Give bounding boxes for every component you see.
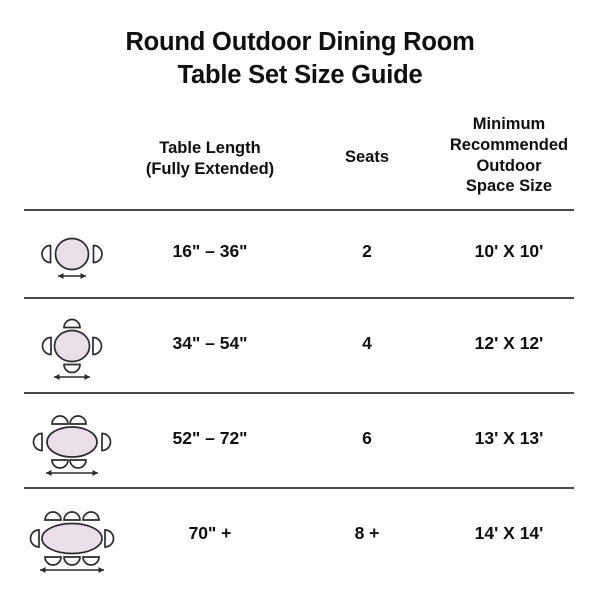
cell-seats: 2 <box>362 241 372 261</box>
column-header-space-size: Minimum Recommended Outdoor Space Size <box>424 114 594 197</box>
oval-table-6-seats-icon <box>24 404 120 482</box>
cell-space-size: 10' X 10' <box>474 241 544 261</box>
column-header-seats: Seats <box>300 147 434 168</box>
row-divider-3 <box>24 487 574 489</box>
cell-seats: 4 <box>362 333 372 353</box>
page-title-line-1: Round Outdoor Dining Room <box>125 28 475 56</box>
row-divider-top <box>24 209 574 211</box>
page-title-line-2: Table Set Size Guide <box>177 60 423 89</box>
cell-space-size: 13' X 13' <box>474 428 544 448</box>
cell-table-length: 16" – 36" <box>172 241 248 261</box>
table-row: 16" – 36" 2 10' X 10' <box>24 211 576 297</box>
column-header-seats-label: Seats <box>344 148 390 166</box>
cell-space-size: 12' X 12' <box>474 333 544 353</box>
cell-table-length: 52" – 72" <box>172 428 248 448</box>
column-header-space-line-1: Minimum <box>472 115 546 133</box>
round-table-2-seats-icon <box>24 223 120 285</box>
cell-seats: 8 + <box>354 523 380 543</box>
cell-seats: 6 <box>362 428 372 448</box>
cell-space-size: 14' X 14' <box>474 523 544 543</box>
page-title: Round Outdoor Dining Room Table Set Size… <box>0 26 600 91</box>
oval-table-8-seats-icon <box>24 499 120 581</box>
round-table-4-seats-icon <box>24 309 120 385</box>
table-row: 34" – 54" 4 12' X 12' <box>24 299 576 392</box>
table-header-row: Table Length (Fully Extended) Seats Mini… <box>24 110 576 202</box>
column-header-table-length-line-2: (Fully Extended) <box>145 159 275 178</box>
cell-table-length: 34" – 54" <box>172 333 248 353</box>
column-header-table-length-line-1: Table Length <box>159 139 261 157</box>
table-row: 52" – 72" 6 13' X 13' <box>24 394 576 487</box>
row-divider-1 <box>24 297 574 299</box>
column-header-space-line-3: Outdoor <box>476 156 542 175</box>
column-header-space-line-4: Space Size <box>465 177 553 196</box>
row-divider-2 <box>24 392 574 394</box>
cell-table-length: 70" + <box>188 523 232 543</box>
column-header-table-length: Table Length (Fully Extended) <box>120 138 300 180</box>
table-row: 70" + 8 + 14' X 14' <box>24 489 576 589</box>
column-header-space-line-2: Recommended <box>449 135 569 154</box>
